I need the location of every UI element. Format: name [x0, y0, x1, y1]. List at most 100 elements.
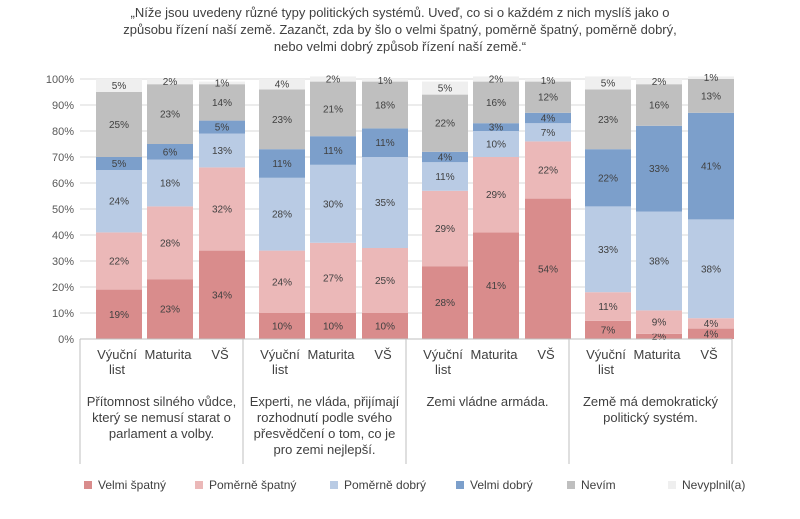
- group-label: politický systém.: [603, 410, 698, 425]
- data-label: 13%: [212, 146, 232, 157]
- bar-segment: [147, 279, 193, 339]
- legend-label: Poměrně dobrý: [344, 478, 427, 492]
- bar-segment: [259, 313, 305, 339]
- data-label: 21%: [323, 104, 343, 115]
- data-label: 22%: [598, 173, 618, 184]
- y-tick-label: 20%: [52, 282, 74, 294]
- legend-item: Nevím: [567, 478, 616, 492]
- data-label: 25%: [375, 276, 395, 287]
- bar-segment: [96, 157, 142, 170]
- data-label: 54%: [538, 264, 558, 275]
- data-label: 5%: [601, 78, 616, 89]
- bar-segment: [96, 232, 142, 290]
- bar-segment: [96, 79, 142, 92]
- legend-item: Poměrně dobrý: [330, 478, 426, 492]
- bar-segment: [688, 79, 734, 113]
- legend-item: Nevyplnil(a): [668, 478, 745, 492]
- data-label: 5%: [438, 84, 453, 95]
- data-label: 16%: [649, 101, 669, 112]
- bar-segment: [362, 313, 408, 339]
- bar-segment: [585, 292, 631, 321]
- data-label: 23%: [598, 115, 618, 126]
- bar-segment: [473, 157, 519, 233]
- data-label: 11%: [272, 159, 291, 170]
- data-label: 7%: [601, 325, 616, 336]
- x-tick-label: list: [109, 362, 125, 377]
- bar-segment: [199, 84, 245, 121]
- data-label: 28%: [272, 210, 292, 221]
- data-label: 11%: [598, 302, 617, 313]
- group-label: parlament a volby.: [109, 426, 214, 441]
- bar-segment: [310, 136, 356, 165]
- bar-segment: [525, 123, 571, 142]
- data-label: 2%: [652, 332, 667, 343]
- legend-swatch: [84, 481, 92, 489]
- data-label: 11%: [323, 146, 342, 157]
- legend-swatch: [195, 481, 203, 489]
- bar-segment: [636, 84, 682, 126]
- chart-title: „Níže jsou uvedeny různé typy politickýc…: [0, 4, 800, 55]
- data-label: 19%: [109, 310, 129, 321]
- group-label: přesvědčení o tom, co je: [254, 426, 396, 441]
- data-label: 22%: [538, 166, 558, 177]
- bar-segment: [259, 79, 305, 90]
- bar-segment: [525, 141, 571, 199]
- bar-segment: [96, 289, 142, 339]
- bar-segment: [310, 164, 356, 243]
- data-label: 2%: [326, 75, 341, 86]
- bar-segment: [422, 94, 468, 152]
- legend-label: Velmi dobrý: [470, 478, 533, 492]
- data-label: 38%: [649, 257, 669, 268]
- data-label: 41%: [486, 281, 506, 292]
- bar-segment: [147, 206, 193, 280]
- legend-swatch: [668, 481, 676, 489]
- data-label: 14%: [212, 98, 232, 109]
- data-label: 11%: [375, 138, 394, 149]
- bar-segment: [525, 198, 571, 339]
- bar-segment: [96, 170, 142, 233]
- x-tick-label: Maturita: [634, 347, 682, 362]
- bar-segment: [585, 320, 631, 339]
- x-tick-label: list: [272, 362, 288, 377]
- x-tick-label: list: [435, 362, 451, 377]
- legend-item: Velmi dobrý: [456, 478, 533, 492]
- bar-segment: [199, 133, 245, 168]
- data-label: 5%: [215, 123, 230, 134]
- chart-legend: Velmi špatný Poměrně špatný Poměrně dobrý V…: [0, 478, 800, 498]
- x-tick-label: Výuční: [423, 347, 463, 362]
- bar-segment: [362, 79, 408, 82]
- group-label: Zemi vládne armáda.: [426, 394, 548, 409]
- legend-label: Velmi špatný: [98, 478, 167, 492]
- y-tick-label: 50%: [52, 204, 74, 216]
- bar-segment: [636, 211, 682, 311]
- bar-segment: [259, 177, 305, 251]
- legend-item: Velmi špatný: [84, 478, 166, 492]
- data-label: 28%: [160, 238, 180, 249]
- bar-segment: [636, 79, 682, 85]
- x-tick-label: Maturita: [471, 347, 519, 362]
- data-label: 23%: [160, 305, 180, 316]
- bar-segment: [147, 84, 193, 144]
- data-label: 5%: [112, 159, 127, 170]
- chart-title-line: způsobu řízení naší země. Zazančt, zda b…: [123, 22, 677, 37]
- bar-segment: [585, 76, 631, 90]
- x-tick-label: VŠ: [211, 347, 229, 362]
- bar-segment: [525, 79, 571, 82]
- bar-segment: [473, 232, 519, 339]
- data-label: 2%: [163, 77, 178, 88]
- chart-title-line: nebo velmi dobrý způsob řízení naší země…: [273, 39, 527, 54]
- data-label: 35%: [375, 198, 395, 209]
- bar-segment: [688, 112, 734, 220]
- bar-segment: [422, 266, 468, 339]
- data-label: 11%: [435, 172, 454, 183]
- bar-segment: [362, 128, 408, 157]
- bar-segment: [422, 81, 468, 95]
- bar-segment: [585, 149, 631, 207]
- bar-segment: [636, 310, 682, 334]
- legend-swatch: [567, 481, 575, 489]
- data-label: 3%: [489, 123, 504, 134]
- data-label: 1%: [215, 78, 230, 89]
- legend-label: Nevyplnil(a): [682, 478, 746, 492]
- data-label: 4%: [541, 114, 556, 125]
- group-label: Přítomnost silného vůdce,: [87, 394, 237, 409]
